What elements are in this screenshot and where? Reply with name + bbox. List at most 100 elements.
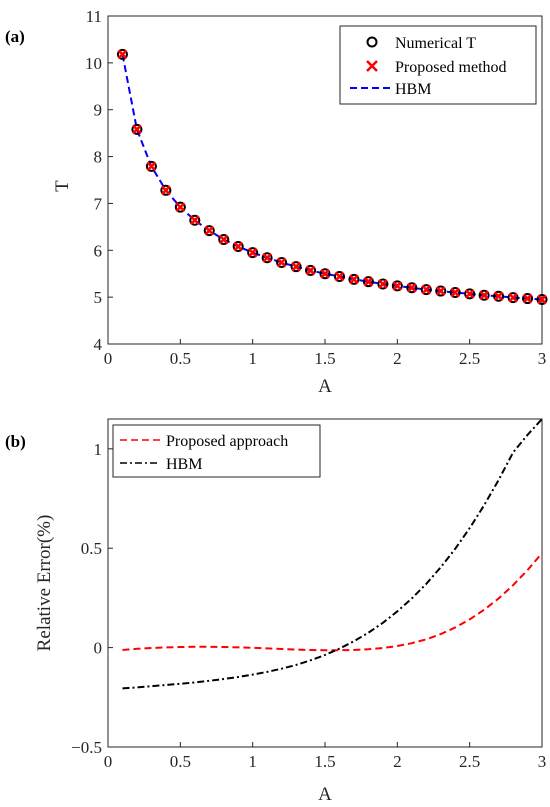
- data-point-proposed-method: [291, 261, 301, 272]
- data-point-numerical-t: [478, 289, 490, 301]
- legend-hbm-label-a: HBM: [395, 81, 431, 98]
- data-point-numerical-t: [189, 214, 201, 226]
- legend-proposed-approach-label: Proposed approach: [166, 433, 288, 450]
- data-point-numerical-t: [218, 234, 230, 246]
- data-point-numerical-t: [145, 160, 157, 172]
- data-point-proposed-method: [406, 282, 417, 293]
- x-tick-label: 1.5: [314, 349, 335, 368]
- data-point-proposed-method: [204, 225, 215, 236]
- data-point-numerical-t: [276, 256, 288, 268]
- data-point-proposed-method: [189, 215, 200, 226]
- panel-b-y-axis-label: Relative Error(%): [34, 515, 55, 652]
- panel-b-chart: (b) A Relative Error(%) 0 0.5 1 1.5 2 2.5 3 −0…: [5, 418, 546, 805]
- y-tick-label: 5: [94, 288, 103, 307]
- data-point-proposed-method: [508, 292, 518, 303]
- data-point-numerical-t: [232, 241, 244, 253]
- data-point-numerical-t: [362, 276, 374, 288]
- legend-hbm-label-b: HBM: [166, 456, 202, 473]
- x-tick-label: 0: [104, 752, 113, 771]
- data-point-proposed-method: [522, 293, 533, 304]
- panel-a-y-ticks: 4 5 6 7 8 9 10 11: [85, 7, 113, 354]
- legend-proposed-method-marker: [366, 60, 378, 72]
- data-point-numerical-t: [305, 264, 317, 276]
- x-tick-label: 2: [393, 752, 402, 771]
- y-tick-label: 0: [94, 639, 103, 658]
- y-tick-label: 8: [94, 148, 103, 167]
- data-point-numerical-t: [391, 280, 403, 292]
- series-line-hbm: [122, 418, 543, 690]
- panel-b-x-axis-label: A: [318, 784, 332, 805]
- data-point-proposed-method: [262, 252, 273, 263]
- data-point-numerical-t: [522, 293, 534, 305]
- data-point-proposed-method: [334, 271, 345, 282]
- panel-a-label: (a): [5, 27, 25, 46]
- x-tick-label: 0.5: [170, 349, 191, 368]
- panel-b-legend-box: [112, 424, 321, 478]
- data-point-numerical-t: [449, 286, 461, 298]
- y-tick-label: 0.5: [81, 539, 102, 558]
- data-point-numerical-t: [203, 225, 215, 237]
- legend-numerical-t-marker: [366, 36, 378, 48]
- data-point-numerical-t: [420, 284, 432, 296]
- y-tick-label: 9: [94, 101, 103, 120]
- panel-a-chart: (a) A T 0 0.5 1 1.5 2 2.5 3 4 5 6 7 8 9 10 11 Numeric…: [5, 7, 548, 397]
- data-point-proposed-method: [435, 286, 446, 296]
- data-point-numerical-t: [507, 292, 519, 304]
- data-point-numerical-t: [247, 247, 259, 259]
- data-point-proposed-method: [276, 257, 287, 268]
- x-tick-label: 1.5: [314, 752, 335, 771]
- y-tick-label: 6: [94, 241, 103, 260]
- data-point-proposed-method: [146, 161, 157, 172]
- panel-b-legend: Proposed approach HBM: [112, 424, 321, 478]
- series-line-proposed-approach: [122, 552, 543, 652]
- data-point-proposed-method: [233, 241, 244, 252]
- panel-b-label: (b): [5, 432, 26, 451]
- panel-a-y-axis-label: T: [52, 180, 73, 192]
- data-point-proposed-method: [160, 185, 171, 196]
- data-point-proposed-method: [175, 202, 186, 213]
- data-point-numerical-t: [377, 278, 389, 290]
- panel-a-series: [116, 48, 548, 305]
- data-point-proposed-method: [349, 274, 359, 285]
- data-point-proposed-method: [493, 291, 504, 302]
- x-tick-label: 1: [248, 349, 257, 368]
- data-point-proposed-method: [247, 247, 258, 258]
- x-tick-label: 2: [393, 349, 402, 368]
- panel-b-series: [122, 418, 543, 690]
- data-point-numerical-t: [406, 282, 418, 294]
- data-point-proposed-method: [537, 294, 547, 305]
- x-tick-label: 1: [248, 752, 257, 771]
- data-point-proposed-method: [305, 265, 316, 276]
- panel-a-legend: Numerical T Proposed method HBM: [339, 25, 537, 105]
- legend-proposed-method-label: Proposed method: [395, 59, 507, 76]
- panel-a-x-axis-label: A: [318, 376, 332, 397]
- panel-a-x-ticks: 0 0.5 1 1.5 2 2.5 3: [104, 339, 547, 368]
- legend-numerical-t-label: Numerical T: [395, 35, 476, 52]
- data-point-numerical-t: [319, 268, 331, 280]
- y-tick-label: 7: [94, 194, 103, 213]
- panel-b-y-ticks: −0.5 0 0.5 1: [71, 440, 113, 757]
- x-tick-label: 0.5: [170, 752, 191, 771]
- data-point-proposed-method: [377, 279, 388, 289]
- x-tick-label: 2.5: [459, 752, 480, 771]
- data-point-proposed-method: [218, 234, 229, 245]
- data-point-proposed-method: [117, 49, 128, 60]
- data-point-numerical-t: [261, 252, 273, 264]
- data-point-proposed-method: [450, 287, 461, 298]
- data-point-proposed-method: [392, 281, 403, 291]
- y-tick-label: 4: [94, 335, 103, 354]
- data-point-proposed-method: [421, 284, 432, 295]
- data-point-numerical-t: [536, 293, 548, 305]
- data-point-numerical-t: [116, 48, 128, 60]
- x-tick-label: 2.5: [459, 349, 480, 368]
- data-point-proposed-method: [320, 268, 330, 279]
- x-tick-label: 3: [538, 349, 547, 368]
- y-tick-label: −0.5: [71, 738, 102, 757]
- data-point-numerical-t: [131, 123, 143, 135]
- data-point-numerical-t: [333, 271, 345, 283]
- x-tick-label: 0: [104, 349, 113, 368]
- data-point-numerical-t: [464, 288, 476, 300]
- data-point-numerical-t: [435, 285, 447, 297]
- y-tick-label: 10: [85, 54, 102, 73]
